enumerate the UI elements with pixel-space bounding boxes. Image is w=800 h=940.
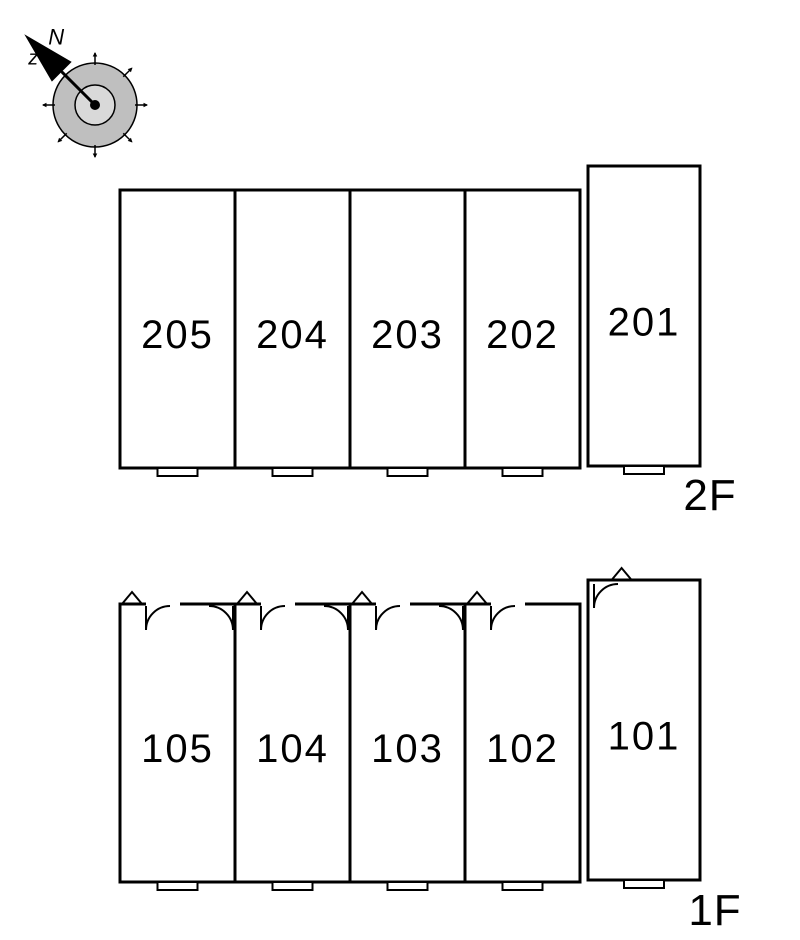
unit-205: 205 — [120, 190, 235, 476]
unit-label-201: 201 — [608, 301, 681, 345]
unit-203: 203 — [350, 190, 465, 476]
compass-n-label: N — [48, 24, 64, 49]
floor-1F: 105 104 103 102 101 1F — [120, 568, 742, 935]
unit-105: 105 — [120, 592, 235, 890]
unit-101: 101 — [588, 568, 700, 888]
unit-label-104: 104 — [256, 727, 329, 771]
unit-label-202: 202 — [486, 313, 559, 357]
unit-label-103: 103 — [371, 727, 444, 771]
unit-201: 201 — [588, 166, 700, 474]
floor-plan-diagram: Nz 205 204 203 202 201 2F 105 104 103 102 101 1F — [0, 0, 800, 940]
compass-z-label: z — [27, 47, 38, 69]
unit-label-102: 102 — [486, 727, 559, 771]
unit-202: 202 — [465, 190, 580, 476]
unit-label-205: 205 — [141, 313, 214, 357]
floor-2F: 205 204 203 202 201 2F — [120, 166, 737, 520]
unit-label-203: 203 — [371, 313, 444, 357]
unit-label-101: 101 — [608, 715, 681, 759]
unit-204: 204 — [235, 190, 350, 476]
unit-label-204: 204 — [256, 313, 329, 357]
unit-label-105: 105 — [141, 727, 214, 771]
floor-label-1F: 1F — [688, 886, 741, 935]
floor-label-2F: 2F — [683, 471, 736, 520]
